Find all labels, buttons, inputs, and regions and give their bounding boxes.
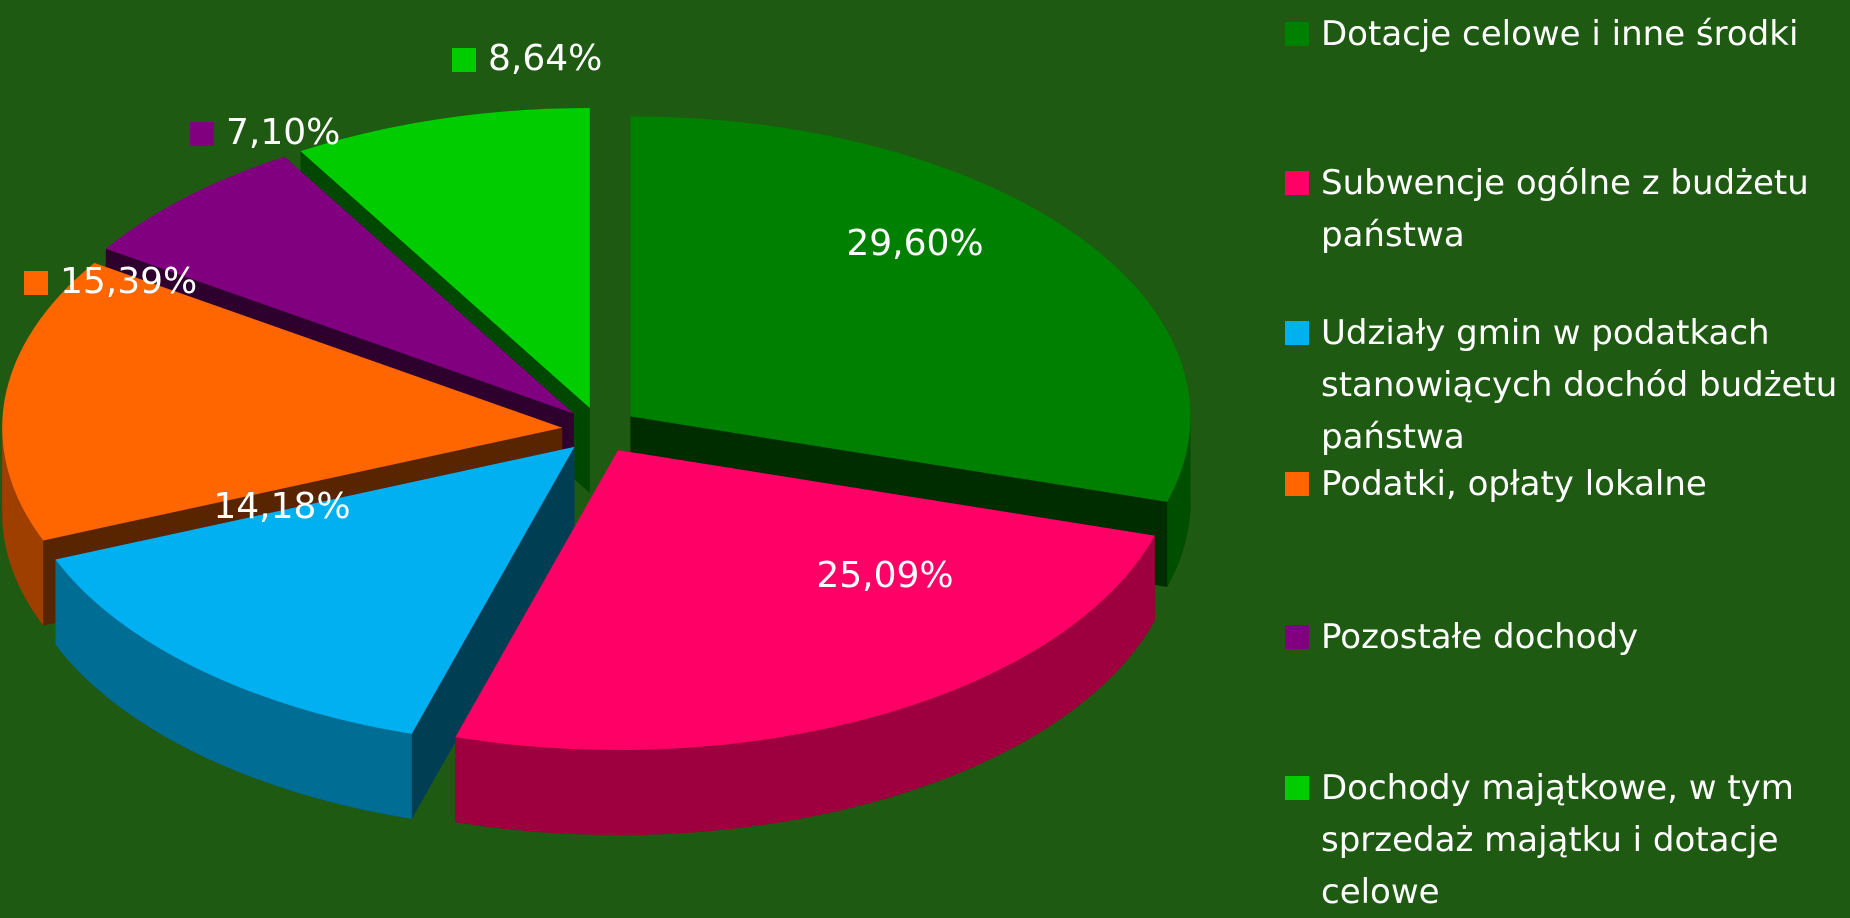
label-swatch — [24, 271, 48, 295]
slice-top — [105, 156, 574, 414]
legend-item: Subwencje ogólne z budżetu państwa — [1285, 157, 1845, 261]
data-label: 14,18% — [213, 486, 350, 527]
slice-top — [2, 262, 563, 541]
slice — [455, 450, 1155, 836]
slice-top — [300, 108, 590, 409]
data-label: 8,64% — [488, 38, 602, 79]
slice-top — [630, 116, 1191, 502]
legend-item: Udziały gmin w podatkach stanowiących do… — [1285, 307, 1845, 463]
label-swatch — [452, 48, 476, 72]
slice — [55, 446, 575, 819]
data-label: 15,39% — [60, 261, 197, 302]
legend-label: Podatki, opłaty lokalne — [1321, 464, 1707, 504]
slice-side — [455, 535, 1155, 836]
legend-label: Subwencje ogólne z budżetu państwa — [1321, 163, 1809, 255]
data-label: 7,10% — [226, 112, 340, 153]
legend-item: Dotacje celowe i inne środki — [1285, 8, 1845, 60]
legend-item: Dochody majątkowe, w tym sprzedaż majątk… — [1285, 762, 1845, 918]
legend-swatch — [1285, 776, 1309, 800]
legend-label: Pozostałe dochody — [1321, 617, 1639, 657]
legend-swatch — [1285, 321, 1309, 345]
legend-swatch — [1285, 171, 1309, 195]
legend-item: Pozostałe dochody — [1285, 611, 1845, 663]
slice-side — [1167, 416, 1191, 587]
legend-swatch — [1285, 22, 1309, 46]
legend-swatch — [1285, 625, 1309, 649]
legend-label: Dotacje celowe i inne środki — [1321, 14, 1799, 54]
legend-item: Podatki, opłaty lokalne — [1285, 458, 1845, 510]
label-swatch — [190, 122, 214, 146]
slice-top — [55, 446, 575, 734]
pie-area: 29,60% 25,09% 14,18% 15,39% 7,10% 8,64% — [2, 38, 1191, 836]
slice-side — [55, 559, 412, 819]
legend-swatch — [1285, 472, 1309, 496]
data-label: 25,09% — [816, 555, 953, 596]
legend-label: Dochody majątkowe, w tym sprzedaż majątk… — [1321, 768, 1794, 912]
data-label: 29,60% — [846, 223, 983, 264]
slice-side — [2, 427, 44, 626]
legend-label: Udziały gmin w podatkach stanowiących do… — [1321, 313, 1838, 457]
slice-top — [455, 450, 1155, 751]
